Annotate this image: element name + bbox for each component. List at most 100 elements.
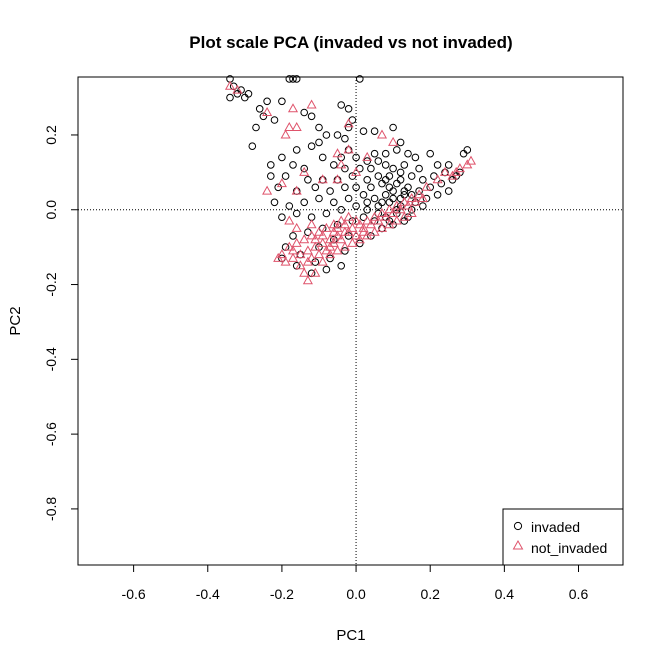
x-tick-label: -0.4 — [196, 586, 220, 602]
point-not_invaded — [454, 163, 465, 173]
point-not_invaded — [388, 207, 399, 217]
x-tick-label: 0.2 — [420, 586, 440, 602]
y-axis: -0.8 -0.6 -0.4 -0.2 0.0 0.2 — [43, 125, 79, 521]
y-tick-label: 0.2 — [43, 125, 59, 145]
point-invaded — [385, 183, 394, 192]
point-not_invaded — [306, 219, 317, 229]
point-not_invaded — [365, 219, 376, 229]
point-not_invaded — [284, 241, 295, 251]
x-axis-label: PC1 — [336, 627, 365, 644]
point-invaded — [426, 149, 435, 158]
point-not_invaded — [287, 245, 299, 255]
point-invaded — [307, 142, 316, 150]
y-axis-label: PC2 — [7, 306, 24, 335]
point-invaded — [407, 172, 416, 180]
point-invaded — [333, 131, 342, 139]
point-not_invaded — [273, 252, 284, 262]
y-tick-label: 0.0 — [43, 200, 59, 220]
plot-frame — [77, 76, 624, 566]
point-invaded — [444, 161, 453, 169]
point-invaded — [407, 191, 416, 199]
point-not_invaded — [295, 249, 306, 259]
point-invaded — [344, 123, 353, 132]
legend-circle-icon — [513, 521, 523, 531]
point-not_invaded — [362, 215, 373, 225]
x-tick-label: 0.4 — [495, 586, 515, 602]
point-not_invaded — [280, 256, 291, 266]
point-not_invaded — [432, 174, 443, 184]
point-invaded — [374, 202, 383, 210]
point-invaded — [226, 93, 234, 102]
point-not_invaded — [302, 275, 313, 285]
point-invaded — [363, 198, 372, 207]
point-not_invaded — [280, 129, 291, 139]
point-invaded — [267, 172, 275, 180]
legend-label-invaded: invaded — [531, 519, 580, 535]
point-not_invaded — [302, 245, 313, 255]
point-invaded — [322, 265, 331, 274]
point-not_invaded — [328, 237, 339, 247]
point-invaded — [300, 164, 309, 173]
point-invaded — [292, 75, 301, 83]
point-not_invaded — [351, 166, 362, 176]
point-invaded — [374, 172, 383, 180]
point-invaded — [400, 187, 409, 195]
point-invaded — [370, 194, 379, 203]
point-not_invaded — [395, 204, 406, 214]
point-not_invaded — [347, 222, 358, 232]
y-tick-label: -0.8 — [43, 497, 59, 521]
point-invaded — [448, 176, 457, 184]
point-invaded — [341, 134, 349, 143]
point-invaded — [359, 191, 368, 199]
point-invaded — [396, 176, 405, 184]
point-invaded — [341, 164, 349, 173]
point-invaded — [396, 138, 405, 147]
point-invaded — [344, 105, 353, 113]
point-invaded — [315, 138, 323, 147]
point-invaded — [370, 149, 379, 158]
point-invaded — [322, 131, 331, 139]
point-invaded — [278, 97, 286, 106]
data-points — [224, 75, 477, 285]
point-not_invaded — [391, 200, 402, 210]
point-not_invaded — [310, 267, 321, 277]
point-invaded — [248, 142, 257, 150]
point-invaded — [337, 206, 346, 214]
point-not_invaded — [373, 215, 384, 225]
point-invaded — [415, 187, 423, 195]
point-not_invaded — [339, 241, 350, 251]
point-invaded — [315, 194, 323, 203]
y-tick-label: -0.2 — [43, 272, 59, 296]
point-invaded — [307, 112, 316, 121]
chart-title: Plot scale PCA (invaded vs not invaded) — [189, 33, 512, 52]
point-invaded — [393, 146, 401, 154]
point-invaded — [344, 194, 353, 203]
point-invaded — [274, 183, 283, 192]
point-invaded — [389, 187, 397, 195]
point-invaded — [381, 191, 390, 199]
point-not_invaded — [347, 237, 358, 247]
point-not_invaded — [465, 155, 477, 165]
point-invaded — [385, 172, 394, 180]
point-invaded — [381, 149, 390, 158]
point-invaded — [378, 179, 386, 188]
point-invaded — [252, 123, 260, 132]
point-invaded — [352, 183, 360, 192]
point-not_invaded — [384, 219, 395, 229]
point-invaded — [348, 172, 357, 180]
point-not_invaded — [439, 166, 451, 176]
point-not_invaded — [317, 174, 328, 184]
point-invaded — [322, 209, 331, 218]
point-invaded — [389, 164, 397, 173]
point-not_invaded — [310, 234, 321, 244]
point-invaded — [289, 232, 297, 240]
point-not_invaded — [336, 234, 347, 244]
point-invaded — [337, 101, 346, 109]
point-not_invaded — [287, 103, 299, 113]
point-not_invaded — [399, 211, 410, 221]
point-not_invaded — [417, 192, 428, 202]
legend-box — [502, 508, 624, 566]
point-invaded — [244, 90, 253, 98]
point-not_invaded — [406, 207, 417, 217]
